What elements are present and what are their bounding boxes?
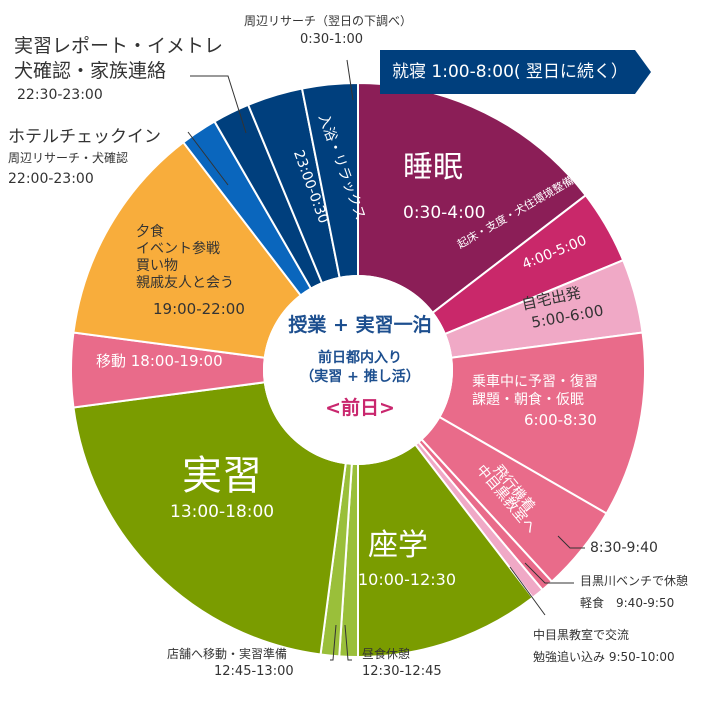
evening-line-3: 買い物 [136,258,178,274]
sleep-title: 睡眠 [403,150,463,185]
train-line-1: 乗車中に予習・復習 [472,374,598,390]
train-line-2: 課題・朝食・仮眠 [472,392,584,408]
evening-line-2: イベント参戦 [136,241,220,257]
hotel-callout-time: 22:00-23:00 [8,171,94,187]
lecture-title: 座学 [368,528,428,563]
evening-time: 19:00-22:00 [153,300,245,318]
practice-time: 13:00-18:00 [170,502,275,522]
report-callout-line-1: 実習レポート・イメトレ [14,35,224,57]
bench-callout-line-1: 目黒川ベンチで休憩 [580,574,689,588]
chart-segments [70,81,646,659]
research-callout-time: 0:30-1:00 [300,32,364,47]
shop-callout-title: 店舗へ移動・実習準備 [167,647,288,661]
lecture-time: 10:00-12:30 [358,570,456,589]
center-subtitle-2: （実習 + 推し活） [300,368,420,385]
center-subtitle-1: 前日都内入り [318,350,402,366]
practice-title: 実習 [182,453,262,499]
exchange-callout-line-2: 勉強追い込み 9:50-10:00 [533,650,675,664]
flight-callout-time: 8:30-9:40 [590,540,658,556]
hotel-callout-line-1: ホテルチェックイン [8,127,161,147]
hotel-callout-line-2: 周辺リサーチ・犬確認 [8,151,129,165]
banner-text: 就寝 1:00-8:00( 翌日に続く） [392,62,628,82]
donut-hole [263,275,453,465]
train-time: 6:00-8:30 [524,411,597,429]
bench-callout-line-2: 軽食 9:40-9:50 [580,596,675,610]
report-callout-line-2: 犬確認・家族連絡 [14,60,167,82]
next-day-banner: 就寝 1:00-8:00( 翌日に続く） [380,50,635,94]
report-callout-time: 22:30-23:00 [17,87,103,103]
evening-line-4: 親戚友人と会う [136,275,234,291]
sleep-time: 0:30-4:00 [403,203,486,223]
shop-callout-time: 12:45-13:00 [214,664,294,679]
lunch-callout-time: 12:30-12:45 [362,664,442,679]
evening-line-1: 夕食 [136,224,164,240]
center-title: 授業 + 実習一泊 [288,314,432,336]
lunch-callout-title: 昼食休憩 [362,647,411,661]
center-summary: 授業 + 実習一泊 前日都内入り （実習 + 推し活） <前日> [262,310,458,420]
exchange-callout-line-1: 中目黒教室で交流 [533,628,630,642]
leader-lines [187,59,585,661]
banner-arrow-icon [635,50,651,94]
center-day-label: <前日> [325,396,395,419]
move-label: 移動 18:00-19:00 [96,352,223,370]
research-callout-title: 周辺リサーチ（翌日の下調べ） [244,14,413,28]
